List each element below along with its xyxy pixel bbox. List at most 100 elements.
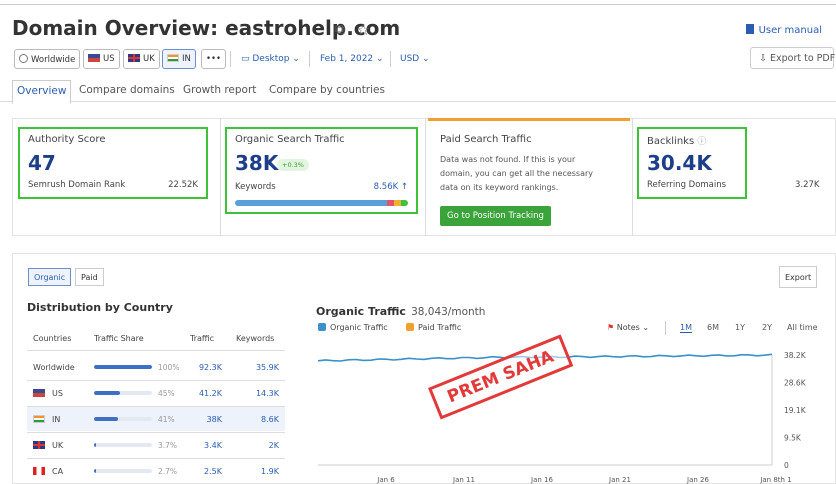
referring-domains-label: Referring Domains bbox=[647, 180, 727, 190]
backlinks-card: Backlinks ⓘ 30.4K Referring Domains bbox=[637, 127, 747, 199]
legend-organic[interactable]: Organic Traffic bbox=[318, 323, 388, 332]
country-label: IN bbox=[52, 415, 61, 424]
info-icon[interactable]: ⓘ bbox=[697, 137, 707, 147]
range-6m[interactable]: 6M bbox=[707, 323, 719, 332]
notes-dropdown[interactable]: ⚑ Notes ⌄ bbox=[607, 323, 649, 332]
domain-rank-value[interactable]: 22.52K bbox=[168, 180, 198, 190]
country-cell[interactable]: US bbox=[33, 389, 63, 398]
in-label: IN bbox=[182, 54, 191, 64]
organic-toggle[interactable]: Organic bbox=[28, 268, 72, 286]
export-pdf-button[interactable]: ⇩ Export to PDF bbox=[750, 47, 836, 69]
table-row[interactable] bbox=[27, 381, 285, 405]
range-2y[interactable]: 2Y bbox=[762, 323, 772, 332]
range-1y[interactable]: 1Y bbox=[735, 323, 745, 332]
table-row[interactable] bbox=[27, 433, 285, 457]
country-cell[interactable]: Worldwide bbox=[33, 363, 75, 372]
tab-bar bbox=[0, 78, 836, 102]
us-button[interactable]: US bbox=[83, 49, 120, 69]
traffic-share-fill bbox=[94, 469, 96, 473]
date-dropdown[interactable]: Feb 1, 2022 ⌄ bbox=[320, 54, 384, 64]
col-header-keywords: Keywords bbox=[236, 334, 275, 343]
keywords-cell[interactable]: 2K bbox=[268, 441, 279, 450]
traffic-share-bar bbox=[94, 391, 152, 395]
country-label: CA bbox=[52, 467, 64, 476]
ca-flag-icon bbox=[33, 467, 45, 475]
keywords-label: Keywords bbox=[235, 182, 276, 192]
device-dropdown[interactable]: ▭ Desktop ⌄ bbox=[241, 54, 300, 64]
row-divider bbox=[27, 458, 285, 459]
currency-label: USD bbox=[400, 54, 420, 64]
in-flag-icon bbox=[33, 415, 45, 423]
paid-text-line: data on its keyword rankings. bbox=[440, 183, 559, 192]
us-flag-icon bbox=[33, 389, 45, 397]
traffic-share-bar bbox=[94, 469, 152, 473]
divider bbox=[390, 51, 391, 67]
external-link-icon[interactable]: ⧉ bbox=[335, 22, 345, 38]
checkbox-icon bbox=[406, 323, 414, 331]
user-manual-link[interactable]: User manual bbox=[745, 24, 822, 36]
currency-dropdown[interactable]: USD ⌄ bbox=[400, 54, 430, 64]
traffic-cell[interactable]: 3.4K bbox=[204, 441, 222, 450]
chart-y-labels: 38.2K 28.6K 19.1K 9.5K 0 bbox=[784, 351, 807, 470]
traffic-cell[interactable]: 41.2K bbox=[198, 389, 222, 398]
traffic-share-pct: 100% bbox=[158, 363, 180, 372]
tab-compare-domains[interactable]: Compare domains bbox=[79, 84, 175, 96]
paid-no-data-text: Data was not found. If this is your doma… bbox=[440, 153, 593, 195]
more-databases-button[interactable]: ••• bbox=[201, 49, 227, 69]
chevron-down-icon: ⌄ bbox=[373, 54, 384, 64]
tab-growth-report[interactable]: Growth report bbox=[183, 84, 257, 96]
traffic-cell[interactable]: 92.3K bbox=[198, 363, 222, 372]
country-cell[interactable]: IN bbox=[33, 415, 60, 424]
us-flag-icon bbox=[88, 54, 100, 62]
traffic-cell[interactable]: 38K bbox=[206, 415, 222, 424]
keywords-value[interactable]: 8.56K ↑ bbox=[373, 182, 408, 192]
divider bbox=[309, 51, 310, 67]
table-row[interactable] bbox=[27, 407, 285, 431]
uk-button[interactable]: UK bbox=[123, 49, 160, 69]
backlinks-value[interactable]: 30.4K bbox=[647, 151, 712, 175]
referring-domains-value[interactable]: 3.27K bbox=[795, 180, 820, 190]
traffic-title: Organic Traffic bbox=[316, 305, 406, 318]
organic-traffic-value[interactable]: 38K bbox=[235, 151, 279, 175]
keywords-cell[interactable]: 14.3K bbox=[255, 389, 279, 398]
traffic-share-pct: 45% bbox=[158, 389, 175, 398]
keywords-cell[interactable]: 35.9K bbox=[255, 363, 279, 372]
y-tick-label: 28.6K bbox=[784, 379, 807, 388]
uk-flag-icon bbox=[128, 54, 140, 62]
table-row[interactable] bbox=[27, 459, 285, 483]
tab-overview[interactable]: Overview bbox=[12, 80, 72, 104]
divider bbox=[665, 321, 666, 335]
keywords-cell[interactable]: 1.9K bbox=[261, 467, 279, 476]
range-all-time[interactable]: All time bbox=[787, 323, 818, 332]
star-icon[interactable]: ☆ bbox=[356, 20, 371, 39]
authority-score-value[interactable]: 47 bbox=[28, 151, 56, 175]
traffic-share-bar bbox=[94, 443, 152, 447]
more-label: ••• bbox=[206, 54, 222, 64]
traffic-share-bar bbox=[94, 417, 152, 421]
country-cell[interactable]: UK bbox=[33, 441, 63, 450]
traffic-cell[interactable]: 2.5K bbox=[204, 467, 222, 476]
chevron-down-icon: ⌄ bbox=[289, 54, 300, 64]
tab-compare-by-countries[interactable]: Compare by countries bbox=[269, 84, 385, 96]
card-divider bbox=[220, 118, 221, 236]
traffic-share-bar bbox=[94, 365, 152, 369]
export-pdf-label: Export to PDF bbox=[769, 53, 836, 64]
legend-paid[interactable]: Paid Traffic bbox=[406, 323, 461, 332]
uk-label: UK bbox=[143, 54, 155, 64]
paid-text-line: domain, you can get all the necessary bbox=[440, 169, 594, 178]
keywords-cell[interactable]: 8.6K bbox=[261, 415, 279, 424]
paid-toggle[interactable]: Paid bbox=[75, 268, 104, 286]
country-cell[interactable]: CA bbox=[33, 467, 63, 476]
worldwide-button[interactable]: Worldwide bbox=[14, 49, 81, 69]
in-button[interactable]: IN bbox=[162, 49, 196, 69]
export-button[interactable]: Export bbox=[779, 266, 818, 288]
col-header-countries: Countries bbox=[33, 334, 72, 343]
range-1m[interactable]: 1M bbox=[680, 323, 692, 333]
desktop-icon: ▭ bbox=[241, 54, 253, 64]
traffic-share-pct: 3.7% bbox=[158, 441, 178, 450]
position-tracking-button[interactable]: Go to Position Tracking bbox=[440, 206, 551, 226]
notes-label: Notes bbox=[616, 323, 640, 332]
in-flag-icon bbox=[167, 54, 179, 62]
chevron-down-icon: ⌄ bbox=[639, 323, 650, 332]
